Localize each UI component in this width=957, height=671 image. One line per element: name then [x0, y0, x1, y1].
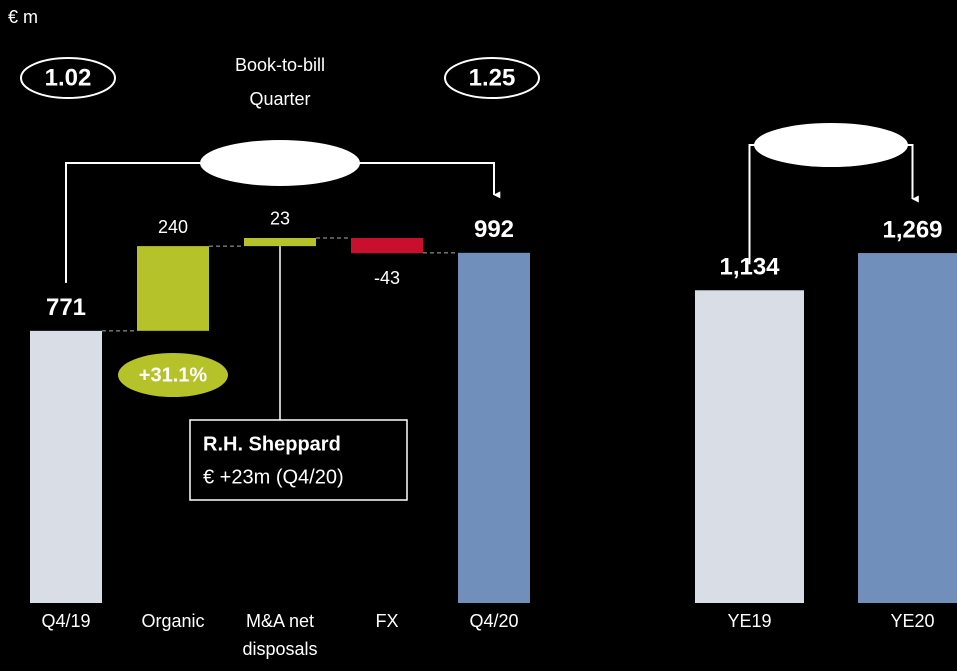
bar	[858, 253, 957, 604]
callout-box	[189, 419, 408, 501]
x-tick-label: Organic	[141, 611, 205, 631]
ratio-badge	[20, 57, 116, 99]
organic-badge	[118, 353, 228, 397]
callout-title: R.H. Sheppard	[203, 433, 341, 455]
x-tick-label: YE19	[727, 611, 772, 631]
organic-growth-label: +31.1%	[139, 364, 208, 386]
growth-label: +11.9%	[794, 132, 868, 157]
ratio-value: 1.25	[469, 64, 516, 91]
bar	[351, 237, 423, 254]
bar	[695, 290, 804, 603]
data-label: -43	[374, 268, 400, 288]
data-label: 992	[474, 216, 514, 243]
data-label: 240	[158, 217, 188, 237]
x-tick-label: FX	[375, 611, 399, 631]
growth-badge	[754, 123, 908, 167]
bar	[30, 330, 102, 603]
x-tick-label: Q4/20	[469, 611, 519, 631]
unit-label: € m	[8, 7, 38, 27]
data-label: 23	[270, 209, 290, 229]
ratio-caption: Book-to-bill Quarter	[234, 55, 326, 109]
x-tick-label: Q4/19	[41, 611, 91, 631]
x-tick-label: M&A net disposals	[242, 611, 318, 659]
ratio-badge	[444, 57, 540, 99]
x-tick-label: YE20	[890, 611, 935, 631]
callout-text: € +23m (Q4/20)	[203, 466, 344, 488]
bar	[458, 252, 530, 603]
bar	[244, 237, 316, 247]
data-label: 1,269	[882, 216, 942, 243]
growth-label: +28.6%	[239, 149, 321, 176]
ratio-value: 1.02	[45, 64, 92, 91]
bar	[137, 246, 209, 331]
data-label: 771	[46, 294, 86, 321]
growth-badge	[200, 140, 360, 186]
